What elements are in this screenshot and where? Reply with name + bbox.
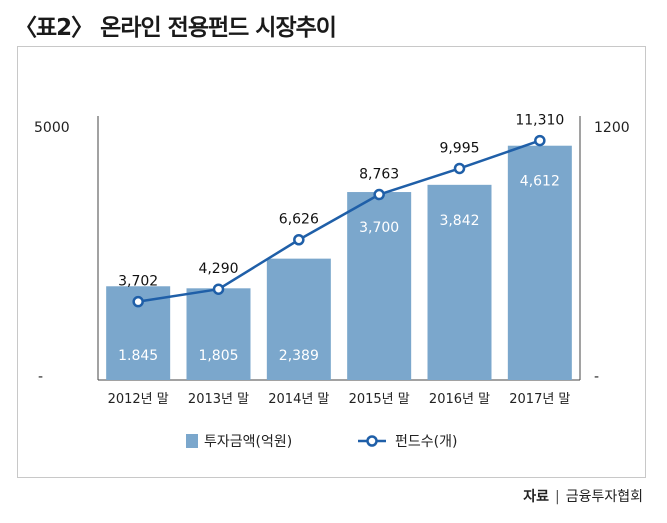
legend-bar-swatch bbox=[186, 434, 198, 448]
x-tick-label: 2016년 말 bbox=[429, 392, 490, 407]
bar-value-label: 3,700 bbox=[359, 220, 399, 236]
source-value: 금융투자협회 bbox=[565, 489, 643, 505]
x-tick-label: 2012년 말 bbox=[108, 392, 169, 407]
chart-frame bbox=[17, 46, 646, 478]
right-axis-top-label: 1200 bbox=[594, 120, 630, 136]
line-point bbox=[534, 134, 546, 147]
line-point bbox=[293, 233, 305, 246]
legend-bar-label: 투자금액(억원) bbox=[204, 434, 292, 450]
line-value-label: 6,626 bbox=[279, 212, 319, 228]
line-value-label: 9,995 bbox=[439, 140, 479, 156]
x-tick-label: 2017년 말 bbox=[509, 392, 570, 407]
line-series bbox=[137, 139, 541, 303]
bar-value-label: 3,842 bbox=[439, 213, 479, 229]
bar-value-label: 4,612 bbox=[520, 174, 560, 190]
source-label: 자료 bbox=[523, 489, 549, 505]
x-tick-label: 2015년 말 bbox=[349, 392, 410, 407]
bar bbox=[186, 288, 251, 380]
right-axis-bottom-label: - bbox=[594, 369, 599, 385]
legend-line-label: 펀드수(개) bbox=[395, 434, 457, 450]
line-value-label: 3,702 bbox=[118, 274, 158, 290]
bar bbox=[507, 145, 572, 380]
left-axis-bottom-label: - bbox=[38, 369, 43, 385]
bar-value-label: 1.845 bbox=[118, 348, 158, 364]
source-separator: | bbox=[555, 489, 560, 505]
bar bbox=[266, 258, 331, 380]
bar-value-label: 2,389 bbox=[279, 348, 319, 364]
source-note: 자료 | 금융투자협회 bbox=[523, 486, 643, 506]
line-point bbox=[212, 283, 225, 295]
left-axis-top-label: 5000 bbox=[34, 120, 70, 136]
x-tick-label: 2013년 말 bbox=[188, 392, 249, 407]
x-tick-label: 2014년 말 bbox=[268, 392, 329, 407]
bar bbox=[347, 192, 412, 380]
bar-value-label: 1,805 bbox=[198, 348, 238, 364]
line-value-label: 4,290 bbox=[198, 261, 238, 277]
line-value-label: 8,763 bbox=[359, 167, 399, 183]
line-value-label: 11,310 bbox=[515, 113, 564, 129]
line-point bbox=[453, 162, 466, 175]
line-point bbox=[132, 295, 144, 308]
legend-line-marker bbox=[366, 435, 378, 447]
page-title: 〈표2〉 온라인 전용펀드 시장추이 bbox=[14, 15, 337, 41]
bar bbox=[427, 184, 492, 380]
line-point bbox=[373, 188, 385, 201]
